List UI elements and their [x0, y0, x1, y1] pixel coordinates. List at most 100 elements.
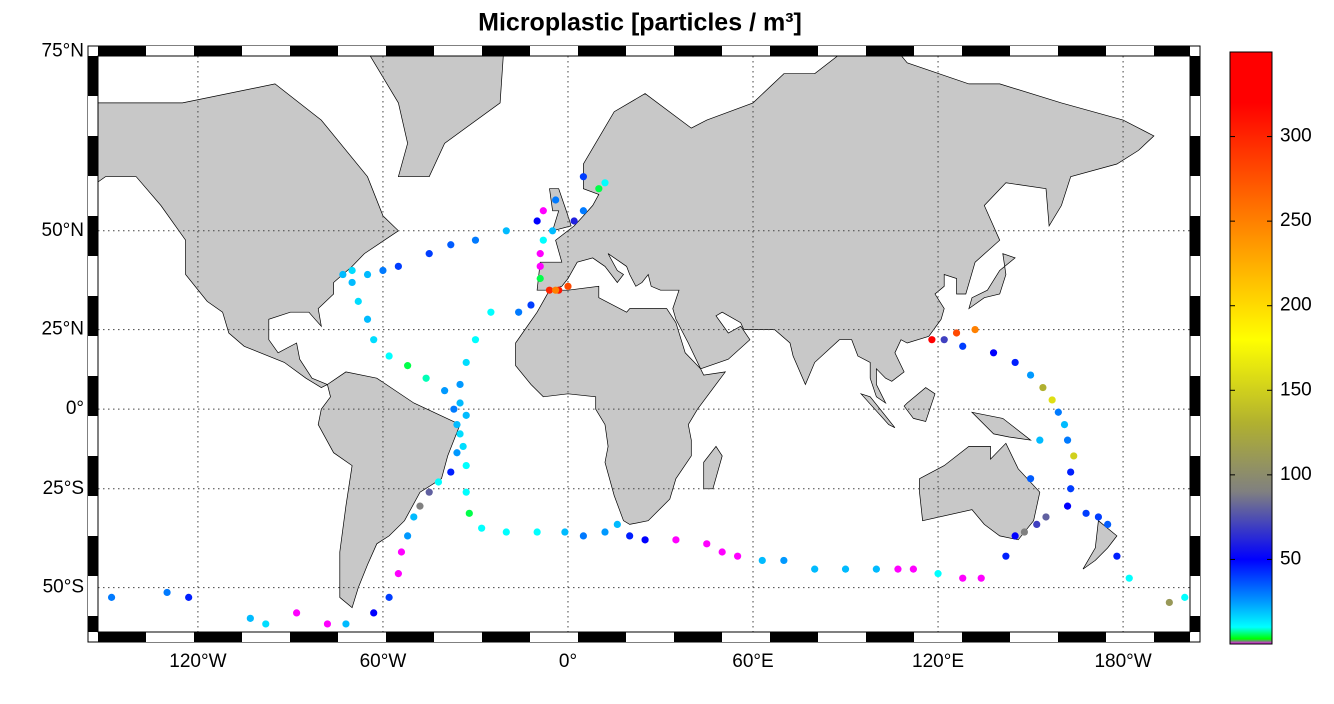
y-tick-label: 0°: [66, 398, 84, 419]
sample-point: [1060, 421, 1069, 429]
frame-segment: [1190, 616, 1200, 632]
frame-segment: [88, 416, 98, 456]
frame-segment: [1010, 46, 1058, 56]
sample-point: [952, 329, 961, 337]
sample-point: [107, 593, 116, 601]
sample-point: [909, 565, 917, 573]
frame-segment: [194, 46, 242, 56]
sample-point: [533, 528, 541, 536]
sample-point: [1181, 593, 1189, 601]
frame-segment: [1190, 416, 1200, 456]
colorbar-tick-label: 50: [1280, 548, 1301, 569]
sample-point: [422, 374, 430, 382]
sample-point: [977, 574, 985, 582]
x-tick-label: 120°E: [912, 651, 964, 672]
sample-point: [989, 349, 998, 357]
x-tick-label: 120°W: [169, 651, 226, 672]
sample-point: [1026, 371, 1035, 379]
x-tick-label: 60°W: [360, 651, 407, 672]
x-tick-label: 0°: [559, 651, 577, 672]
sample-point: [462, 411, 470, 419]
frame-segment: [1154, 632, 1190, 642]
frame-segment: [98, 46, 146, 56]
sample-point: [1036, 436, 1044, 444]
landmass: [968, 253, 1016, 310]
frame-segment: [1190, 576, 1200, 616]
frame-segment: [88, 456, 98, 496]
map-border: [97, 55, 1191, 633]
x-tick-label: 60°E: [732, 651, 773, 672]
sample-point: [1063, 502, 1072, 510]
frame-segment: [1190, 96, 1200, 136]
frame-segment: [1190, 56, 1200, 96]
frame-segment: [1010, 632, 1058, 642]
sample-point: [425, 250, 433, 258]
frame-segment: [88, 96, 98, 136]
sample-point: [339, 270, 347, 279]
sample-point: [641, 536, 649, 544]
frame-segment: [386, 46, 434, 56]
sample-point: [462, 358, 470, 367]
sample-point: [1054, 408, 1062, 416]
sample-point: [450, 405, 458, 413]
sample-point: [1082, 509, 1090, 517]
landmass: [703, 445, 723, 490]
sample-point: [601, 528, 609, 536]
frame-segment: [1190, 496, 1200, 536]
frame-segment: [88, 616, 98, 632]
frame-segment: [914, 632, 962, 642]
sample-point: [447, 241, 455, 249]
frame-segment: [578, 46, 626, 56]
sample-point: [425, 488, 433, 496]
landmass: [515, 285, 727, 525]
frame-segment: [674, 46, 722, 56]
sample-point: [1011, 532, 1019, 540]
sample-point: [462, 461, 470, 470]
sample-point: [536, 262, 544, 270]
sample-point: [570, 217, 578, 225]
y-tick-label: 50°S: [43, 577, 84, 598]
landmass: [919, 442, 1041, 541]
sample-point: [471, 236, 480, 244]
sample-point: [545, 286, 554, 294]
sample-point: [410, 513, 418, 521]
y-tick-label: 50°N: [42, 220, 84, 241]
colorbar: 50 100 150 200 250 300: [1229, 51, 1312, 645]
sample-point: [293, 609, 301, 617]
sample-point: [928, 336, 936, 344]
sample-point: [416, 502, 424, 510]
frame-segment: [88, 536, 98, 576]
frame-segment: [1058, 632, 1106, 642]
frame-segment: [722, 632, 770, 642]
sample-point: [718, 548, 726, 556]
frame-segment: [88, 576, 98, 616]
frame-segment: [674, 632, 722, 642]
sample-point: [780, 556, 788, 565]
sample-point: [487, 308, 495, 316]
sample-point: [397, 548, 406, 556]
frame-segment: [914, 46, 962, 56]
colorbar-tick-label: 200: [1280, 295, 1312, 316]
sample-point: [342, 620, 350, 628]
sample-point: [394, 262, 402, 270]
colorbar-scale: [1229, 51, 1273, 645]
sample-point: [872, 565, 880, 573]
sample-point: [379, 266, 387, 275]
sample-point: [447, 468, 455, 476]
land: [98, 56, 1155, 609]
sample-point: [465, 509, 473, 517]
sample-point: [515, 308, 523, 316]
x-tick-label: 180°W: [1094, 651, 1151, 672]
frame-segment: [626, 632, 674, 642]
sample-point: [601, 179, 609, 187]
frame-segment: [88, 56, 98, 96]
colorbar-tick-label: 100: [1280, 464, 1312, 485]
sample-point: [323, 620, 332, 628]
frame-segment: [88, 496, 98, 536]
landmass: [98, 83, 399, 389]
sample-point: [456, 430, 464, 438]
sample-point: [1067, 485, 1075, 493]
sample-point: [959, 574, 967, 582]
frame-segment: [242, 46, 290, 56]
sample-point: [471, 336, 480, 344]
